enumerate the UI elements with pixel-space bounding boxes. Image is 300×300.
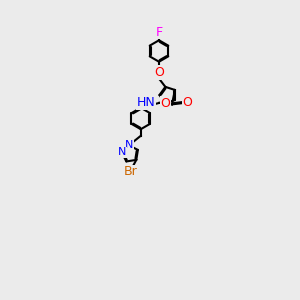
Text: N: N xyxy=(125,140,133,150)
Text: O: O xyxy=(154,66,164,79)
Text: Br: Br xyxy=(123,165,137,178)
Text: O: O xyxy=(183,96,193,110)
Text: O: O xyxy=(160,97,170,110)
Text: F: F xyxy=(155,26,163,39)
Text: HN: HN xyxy=(137,96,156,110)
Text: N: N xyxy=(118,148,126,158)
